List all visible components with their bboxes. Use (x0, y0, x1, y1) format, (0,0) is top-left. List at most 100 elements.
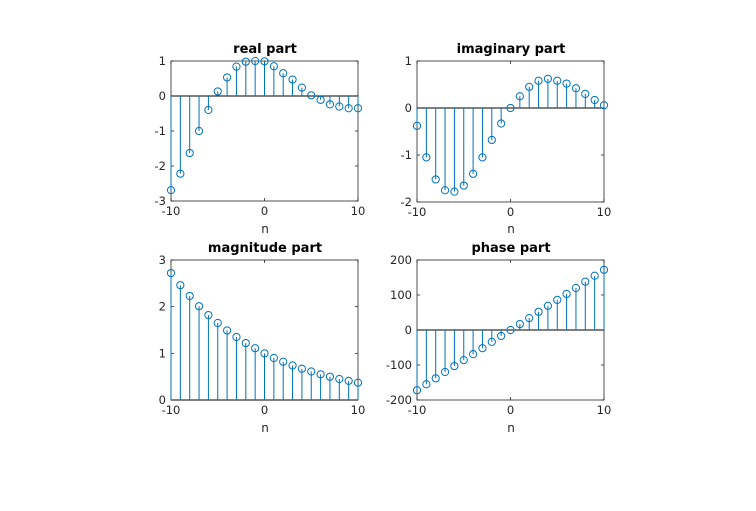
y-tick-label: 0 (405, 101, 412, 115)
x-tick-label: 0 (261, 204, 268, 218)
x-tick-label: 10 (597, 205, 612, 219)
x-tick-label: 10 (351, 403, 366, 417)
stem-marker (422, 153, 431, 162)
x-axis-label: n (261, 222, 269, 236)
stem-marker (176, 169, 185, 178)
x-tick-label: 10 (351, 204, 366, 218)
stem-marker (459, 181, 468, 190)
stem-marker (344, 376, 353, 385)
stem-marker (297, 364, 306, 373)
stem-marker (279, 69, 288, 78)
subplot-title: real part (233, 42, 297, 57)
stem-marker (166, 186, 176, 195)
y-tick-label: 3 (159, 253, 166, 267)
y-tick-label: 200 (390, 253, 412, 267)
subplot-real-part: real part n -10 0 10-3-2-101 (155, 42, 366, 236)
stem-marker (599, 101, 609, 110)
x-tick-label: 0 (507, 403, 514, 417)
x-tick-label: 0 (261, 403, 268, 417)
stem-marker (497, 119, 506, 128)
stem-marker (534, 307, 543, 316)
stem-marker (506, 325, 515, 335)
stem-marker (478, 153, 487, 162)
stem-marker (506, 103, 515, 113)
stem-marker (543, 74, 553, 83)
stem-marker (297, 83, 306, 92)
stem-marker (581, 89, 590, 99)
stem-marker (269, 62, 278, 71)
stem-marker (571, 283, 581, 293)
stem-marker (307, 91, 316, 100)
stem-marker (450, 187, 459, 196)
stem-marker (185, 148, 194, 158)
stem-marker (469, 350, 478, 359)
stem-marker (213, 87, 222, 96)
y-tick-label: -100 (386, 358, 412, 372)
stem-marker (251, 56, 260, 66)
x-tick-label: 0 (507, 205, 514, 219)
subplot-imaginary-part: imaginary part n -10 0 10-2-101 (401, 42, 612, 236)
x-tick-label: -10 (408, 205, 427, 219)
stem-marker (515, 92, 524, 101)
stem-marker (260, 349, 269, 358)
y-tick-label: -2 (401, 195, 412, 209)
stem-marker (204, 310, 213, 320)
stem-marker (269, 353, 278, 363)
subplot-title: magnitude part (208, 241, 322, 256)
stem-marker (553, 295, 562, 304)
stem-marker (213, 318, 222, 328)
axes-box (416, 60, 605, 203)
stem-marker (562, 289, 571, 299)
stem-marker (543, 301, 553, 310)
stem-marker (525, 82, 534, 91)
x-axis-label: n (261, 421, 269, 435)
stem-marker (469, 169, 478, 178)
x-axis-label: n (507, 222, 515, 236)
stem-marker (194, 302, 204, 311)
stem-marker (581, 277, 590, 286)
x-tick-label: -10 (162, 204, 181, 218)
stem-marker (353, 104, 363, 113)
y-tick-label: 0 (159, 393, 166, 407)
stem-marker (223, 326, 232, 335)
x-axis-label: n (507, 421, 515, 435)
stem-marker (553, 76, 562, 85)
y-tick-label: -3 (155, 194, 166, 208)
y-tick-label: 0 (159, 89, 166, 103)
y-tick-label: 100 (390, 288, 412, 302)
stem-marker (251, 344, 260, 353)
x-tick-label: -10 (408, 403, 427, 417)
stem-marker (288, 361, 297, 370)
stem-marker (431, 374, 440, 383)
stem-marker (194, 126, 204, 136)
stem-marker (562, 79, 571, 88)
stem-marker (307, 367, 316, 376)
y-tick-label: -1 (155, 124, 166, 138)
subplot-title: imaginary part (457, 42, 566, 57)
stem-marker (497, 331, 506, 341)
y-tick-label: 1 (159, 54, 166, 68)
y-tick-label: 1 (405, 54, 412, 68)
stem-marker (325, 372, 335, 381)
stem-marker (515, 319, 524, 329)
y-tick-label: 2 (159, 300, 166, 314)
stem-marker (431, 175, 440, 184)
stem-marker (316, 370, 325, 379)
x-tick-label: -10 (162, 403, 181, 417)
stem-marker (279, 357, 288, 366)
subplot-title: phase part (471, 241, 550, 256)
stem-marker (241, 57, 250, 66)
x-tick-label: 10 (597, 403, 612, 417)
stem-marker (353, 378, 363, 387)
stem-marker (260, 57, 269, 66)
stem-marker (599, 265, 609, 274)
stem-marker (487, 337, 496, 346)
stem-marker (534, 76, 543, 85)
stem-marker (525, 314, 534, 323)
stem-marker (241, 338, 250, 348)
y-tick-label: -200 (386, 393, 412, 407)
stem-marker (422, 380, 431, 389)
